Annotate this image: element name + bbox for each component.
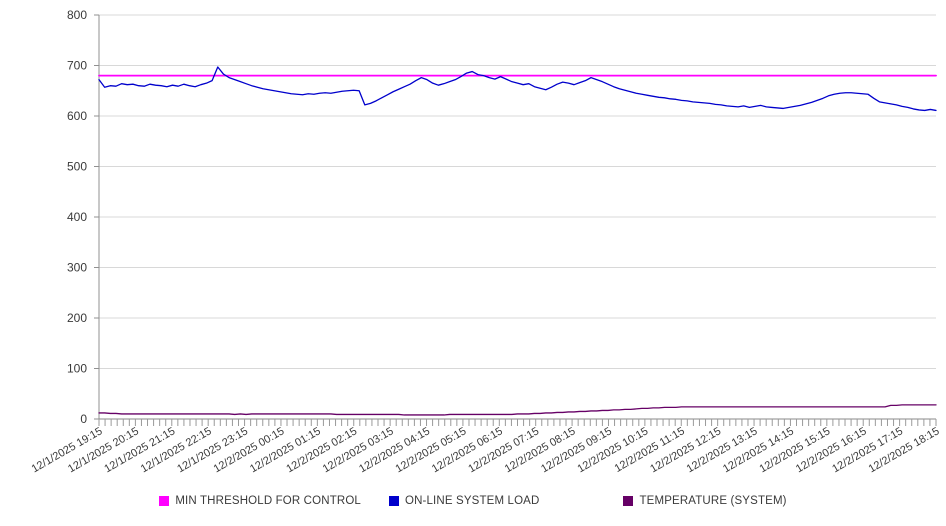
y-tick-label: 500 <box>67 160 87 174</box>
series-line <box>98 66 937 112</box>
y-tick-label: 600 <box>67 109 87 123</box>
legend-swatch-icon <box>159 496 170 506</box>
y-tick-label: 800 <box>67 8 87 22</box>
legend-swatch-icon <box>623 496 634 506</box>
legend-item[interactable]: TEMPERATURE (SYSTEM) <box>623 495 787 507</box>
series-line <box>98 404 937 416</box>
grid-lines <box>99 14 936 420</box>
legend-label: MIN THRESHOLD FOR CONTROL <box>175 495 361 507</box>
y-tick-label: 400 <box>67 210 87 224</box>
y-axis-ticks: 0 100 200 300 400 500 600 700 800 <box>67 8 99 426</box>
data-series <box>98 66 937 416</box>
y-tick-label: 100 <box>67 362 87 376</box>
legend-item[interactable]: MIN THRESHOLD FOR CONTROL <box>159 495 361 507</box>
y-tick-label: 700 <box>67 59 87 73</box>
legend-item[interactable]: ON-LINE SYSTEM LOAD <box>388 495 540 507</box>
y-tick-label: 200 <box>67 311 87 325</box>
legend-swatch-icon <box>388 496 399 506</box>
y-tick-label: 0 <box>80 412 87 426</box>
chart-legend: MIN THRESHOLD FOR CONTROL ON-LINE SYSTEM … <box>0 495 946 507</box>
legend-label: ON-LINE SYSTEM LOAD <box>404 495 540 507</box>
y-tick-label: 300 <box>67 261 87 275</box>
x-axis-minor-ticks <box>98 419 937 426</box>
legend-label: TEMPERATURE (SYSTEM) <box>639 495 787 507</box>
